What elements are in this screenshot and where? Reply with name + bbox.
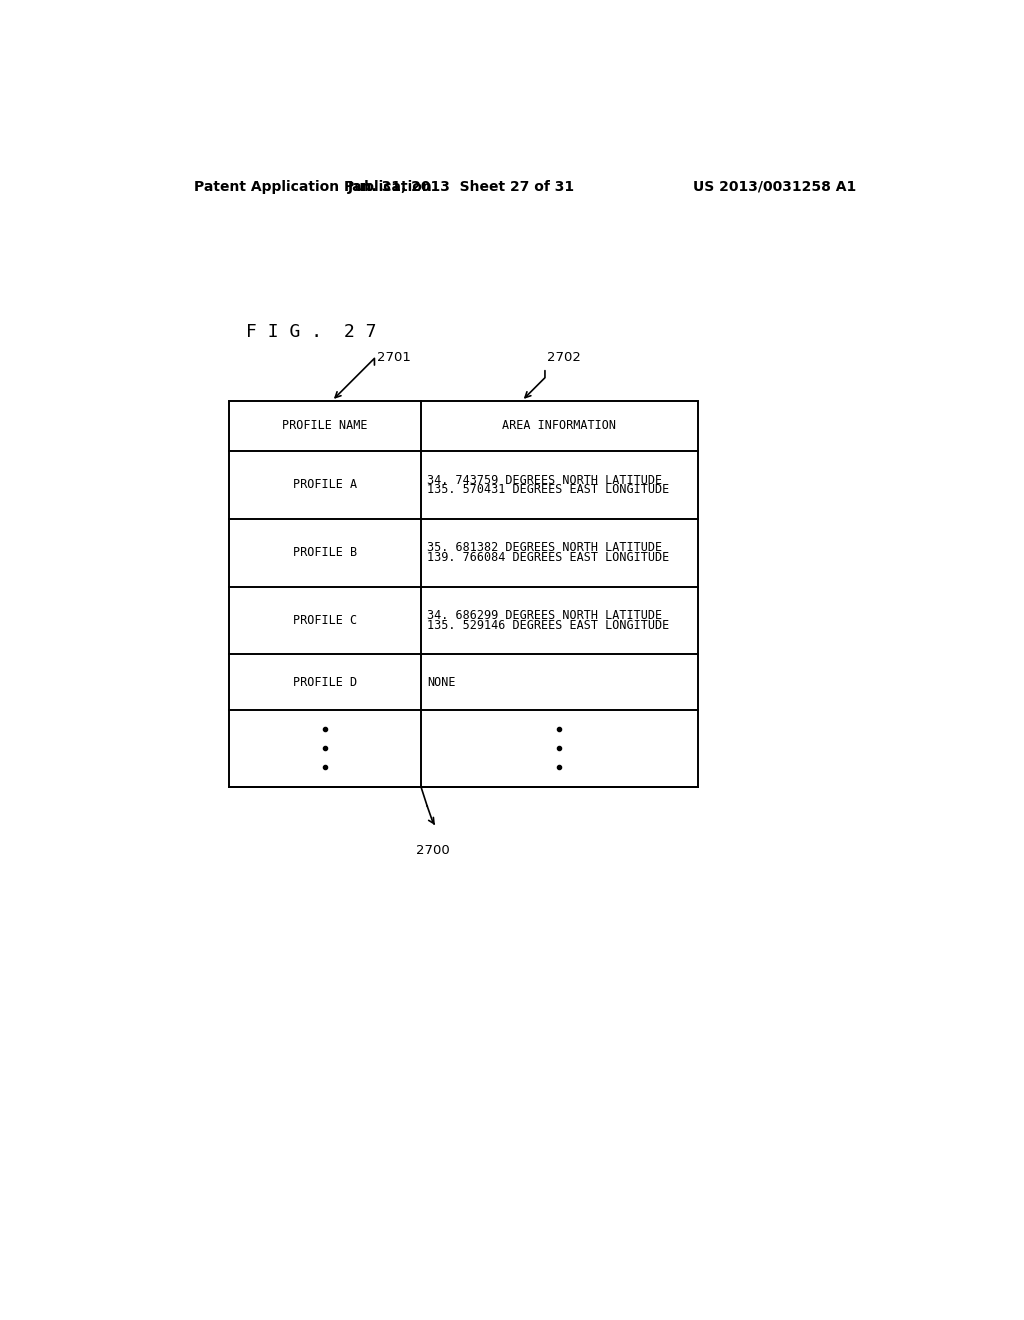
Text: NONE: NONE <box>427 676 456 689</box>
Text: 34. 743759 DEGREES NORTH LATITUDE: 34. 743759 DEGREES NORTH LATITUDE <box>427 474 663 487</box>
Text: AREA INFORMATION: AREA INFORMATION <box>503 420 616 433</box>
Text: PROFILE A: PROFILE A <box>293 478 357 491</box>
Text: PROFILE B: PROFILE B <box>293 546 357 560</box>
Text: US 2013/0031258 A1: US 2013/0031258 A1 <box>693 180 856 194</box>
Text: F I G .  2 7: F I G . 2 7 <box>246 322 376 341</box>
Text: 34. 686299 DEGREES NORTH LATITUDE: 34. 686299 DEGREES NORTH LATITUDE <box>427 610 663 622</box>
Text: Patent Application Publication: Patent Application Publication <box>194 180 432 194</box>
Text: 135. 529146 DEGREES EAST LONGITUDE: 135. 529146 DEGREES EAST LONGITUDE <box>427 619 670 631</box>
Text: PROFILE NAME: PROFILE NAME <box>282 420 368 433</box>
Text: 139. 766084 DEGREES EAST LONGITUDE: 139. 766084 DEGREES EAST LONGITUDE <box>427 550 670 564</box>
Text: PROFILE D: PROFILE D <box>293 676 357 689</box>
Text: 2702: 2702 <box>547 351 582 364</box>
Text: 135. 570431 DEGREES EAST LONGITUDE: 135. 570431 DEGREES EAST LONGITUDE <box>427 483 670 496</box>
Text: Jan. 31, 2013  Sheet 27 of 31: Jan. 31, 2013 Sheet 27 of 31 <box>348 180 574 194</box>
Text: PROFILE C: PROFILE C <box>293 614 357 627</box>
Text: 2700: 2700 <box>416 845 450 858</box>
Text: 2701: 2701 <box>377 351 411 364</box>
Bar <box>228 401 697 787</box>
Text: 35. 681382 DEGREES NORTH LATITUDE: 35. 681382 DEGREES NORTH LATITUDE <box>427 541 663 554</box>
